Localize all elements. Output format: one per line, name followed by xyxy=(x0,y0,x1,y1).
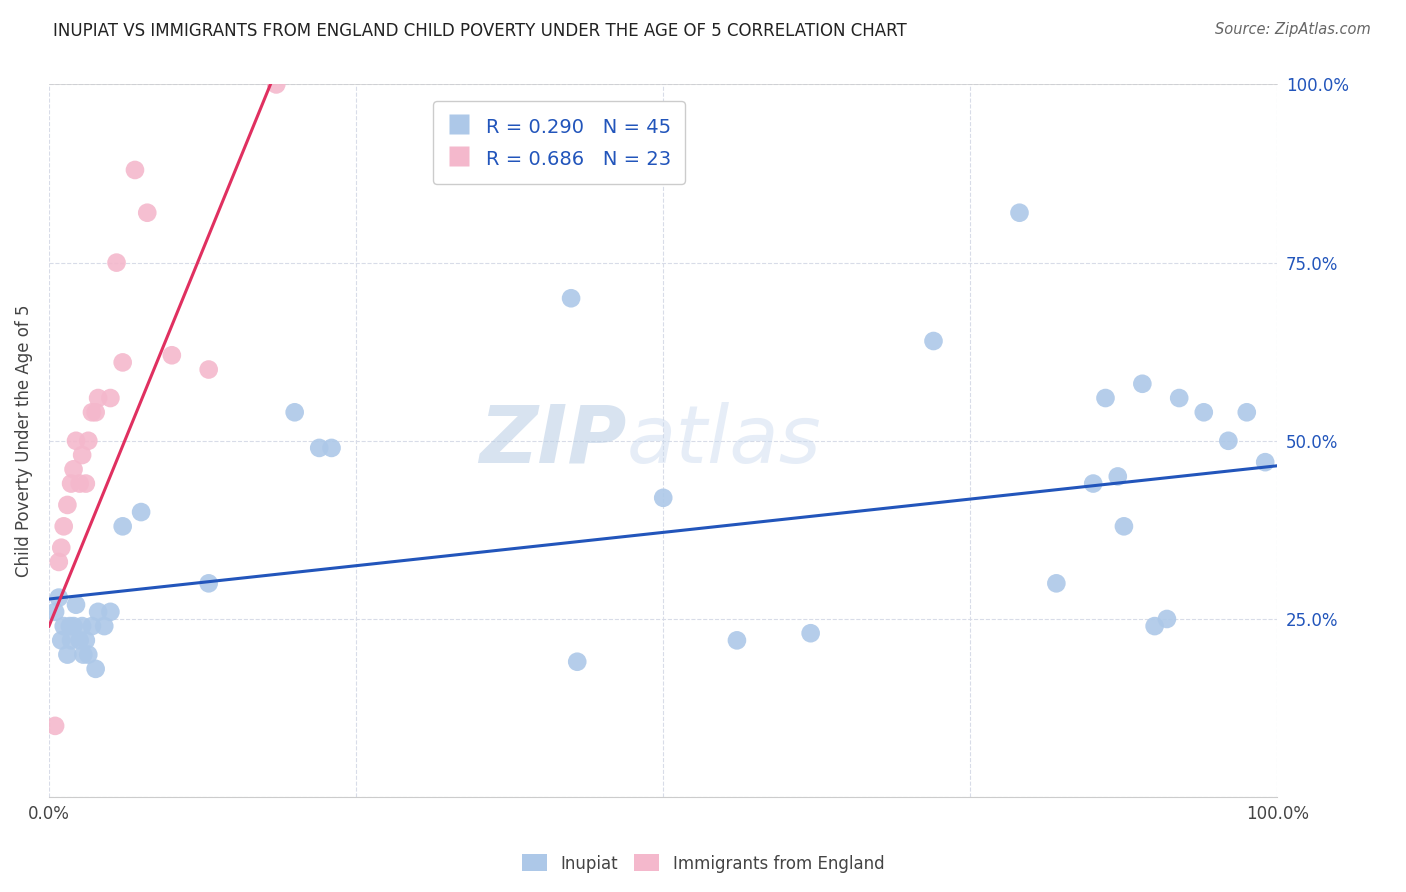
Point xyxy=(124,163,146,178)
Text: INUPIAT VS IMMIGRANTS FROM ENGLAND CHILD POVERTY UNDER THE AGE OF 5 CORRELATION : INUPIAT VS IMMIGRANTS FROM ENGLAND CHILD… xyxy=(53,22,907,40)
Point xyxy=(100,391,122,405)
Point xyxy=(75,633,97,648)
Point xyxy=(1008,205,1031,219)
Point xyxy=(105,255,128,269)
Point xyxy=(136,205,159,219)
Point xyxy=(52,619,75,633)
Point xyxy=(725,633,748,648)
Point xyxy=(1218,434,1240,448)
Point xyxy=(1236,405,1258,419)
Text: Source: ZipAtlas.com: Source: ZipAtlas.com xyxy=(1215,22,1371,37)
Point xyxy=(652,491,675,505)
Point xyxy=(197,362,219,376)
Point xyxy=(100,605,122,619)
Point xyxy=(70,619,93,633)
Point xyxy=(62,619,84,633)
Point xyxy=(560,291,582,305)
Point xyxy=(59,619,82,633)
Point xyxy=(65,434,87,448)
Point xyxy=(84,405,107,419)
Point xyxy=(1045,576,1067,591)
Point xyxy=(1130,376,1153,391)
Point xyxy=(93,619,115,633)
Point xyxy=(52,519,75,533)
Legend: Inupiat, Immigrants from England: Inupiat, Immigrants from England xyxy=(515,847,891,880)
Point xyxy=(1168,391,1191,405)
Point xyxy=(84,662,107,676)
Point xyxy=(160,348,183,362)
Point xyxy=(51,633,73,648)
Legend: R = 0.290   N = 45, R = 0.686   N = 23: R = 0.290 N = 45, R = 0.686 N = 23 xyxy=(433,102,685,184)
Point xyxy=(65,598,87,612)
Point xyxy=(80,405,103,419)
Point xyxy=(1107,469,1129,483)
Point xyxy=(80,619,103,633)
Point xyxy=(922,334,945,348)
Point xyxy=(56,498,79,512)
Point xyxy=(77,648,100,662)
Point xyxy=(1083,476,1105,491)
Point xyxy=(60,476,83,491)
Point xyxy=(87,605,110,619)
Point xyxy=(56,648,79,662)
Point xyxy=(48,555,70,569)
Point xyxy=(1112,519,1135,533)
Point xyxy=(1156,612,1178,626)
Point xyxy=(197,576,219,591)
Point xyxy=(62,462,84,476)
Point xyxy=(321,441,343,455)
Point xyxy=(800,626,823,640)
Point xyxy=(1254,455,1277,469)
Point xyxy=(69,633,91,648)
Point xyxy=(264,78,287,92)
Text: atlas: atlas xyxy=(627,401,821,480)
Point xyxy=(308,441,330,455)
Point xyxy=(69,476,91,491)
Point xyxy=(72,648,94,662)
Point xyxy=(1143,619,1166,633)
Point xyxy=(111,519,134,533)
Point xyxy=(44,605,66,619)
Point xyxy=(48,591,70,605)
Point xyxy=(111,355,134,369)
Point xyxy=(44,719,66,733)
Point xyxy=(567,655,589,669)
Y-axis label: Child Poverty Under the Age of 5: Child Poverty Under the Age of 5 xyxy=(15,304,32,577)
Point xyxy=(87,391,110,405)
Point xyxy=(70,448,93,462)
Point xyxy=(284,405,307,419)
Point xyxy=(1094,391,1116,405)
Point xyxy=(51,541,73,555)
Point xyxy=(1192,405,1215,419)
Point xyxy=(75,476,97,491)
Point xyxy=(60,633,83,648)
Text: ZIP: ZIP xyxy=(479,401,627,480)
Point xyxy=(77,434,100,448)
Point xyxy=(129,505,152,519)
